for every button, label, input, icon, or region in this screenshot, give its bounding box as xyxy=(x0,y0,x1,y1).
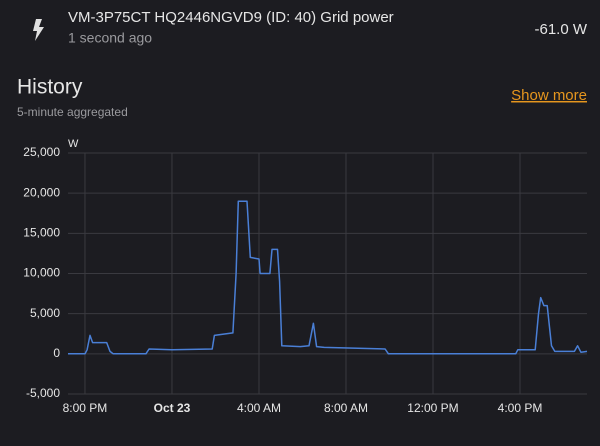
chart: -5,000 0 5,000 10,000 15,000 20,000 25,000 8:00… xyxy=(23,145,588,415)
show-more[interactable]: Show more xyxy=(511,87,587,104)
state: -61.0 W xyxy=(534,21,587,38)
y-tick-label: 0 xyxy=(53,346,60,360)
y-tick-label: 15,000 xyxy=(23,226,60,240)
history-title: History xyxy=(17,76,83,99)
y-tick-label: 10,000 xyxy=(23,266,60,280)
y-tick-label: 5,000 xyxy=(30,306,60,320)
y-axis-unit: W xyxy=(68,138,79,150)
last-updated: 1 second ago xyxy=(68,30,152,46)
x-tick-label: 8:00 PM xyxy=(63,401,108,415)
y-tick-label: 20,000 xyxy=(23,185,60,199)
series-line xyxy=(68,200,588,355)
flash-icon xyxy=(33,19,44,41)
x-tick-label: 8:00 AM xyxy=(324,401,368,415)
y-tick-label: -5,000 xyxy=(26,386,60,400)
x-tick-label: 4:00 PM xyxy=(498,401,543,415)
y-tick-label: 25,000 xyxy=(23,145,60,159)
history-subtitle: 5-minute aggregated xyxy=(17,105,128,119)
x-tick-label: Oct 23 xyxy=(154,401,191,415)
x-tick-label: 12:00 PM xyxy=(407,401,458,415)
x-tick-label: 4:00 AM xyxy=(237,401,281,415)
entity-name[interactable]: VM-3P75CT HQ2446NGVD9 (ID: 40) Grid powe… xyxy=(68,9,394,26)
